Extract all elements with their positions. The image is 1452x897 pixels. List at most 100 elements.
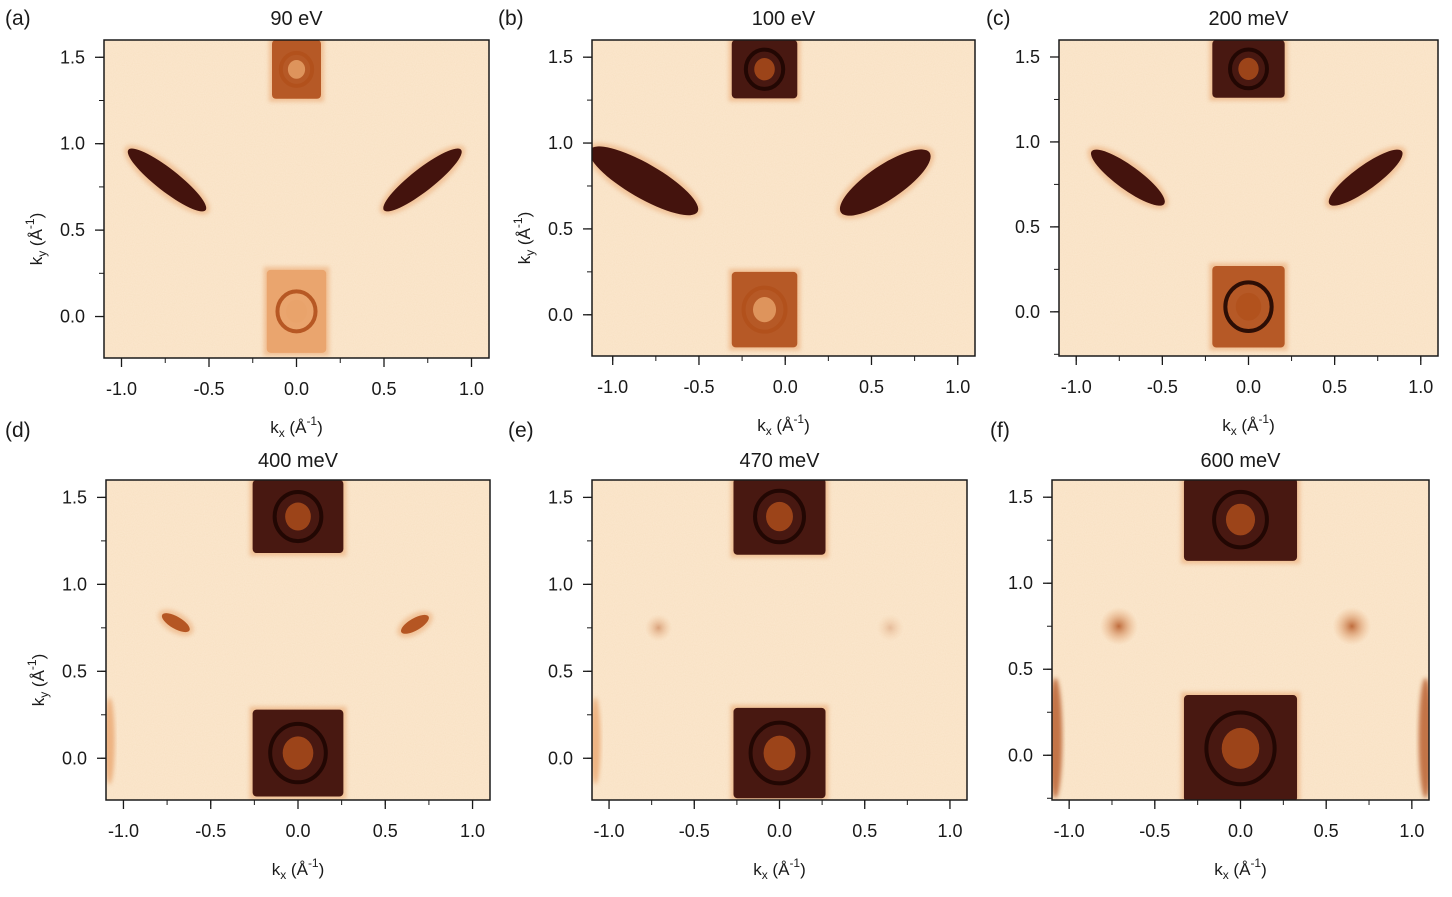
- x-tick-label: 0.5: [859, 377, 884, 397]
- x-tick-label: -0.5: [193, 379, 224, 399]
- intensity-ring: [1212, 489, 1269, 550]
- panel-b: -1.0 -0.5 0.0 0.5 1.0 0.0 0.5 1.0 1.5 (b) 100 eV kx…: [498, 7, 976, 438]
- intensity-core: [766, 501, 793, 532]
- panel-c: -1.0 -0.5 0.0 0.5 1.0 0.0 0.5 1.0 1.5(c) 200 meV k…: [986, 7, 1439, 438]
- y-tick-label: 1.5: [1008, 487, 1033, 507]
- x-tick-label: 1.0: [945, 377, 970, 397]
- y-tick-label: 0.5: [60, 220, 85, 240]
- intensity-core: [1238, 57, 1259, 80]
- x-tick-label: 0.0: [284, 379, 309, 399]
- intensity-ring: [741, 285, 788, 334]
- intensity-core: [285, 502, 311, 531]
- x-tick-label: 1.0: [1408, 377, 1433, 397]
- x-tick-label: 0.5: [1314, 821, 1339, 841]
- y-tick-label: 1.0: [62, 574, 87, 594]
- y-tick-label: 0.5: [548, 661, 573, 681]
- x-tick-label: -0.5: [1139, 821, 1170, 841]
- intensity-streak: [592, 146, 699, 216]
- x-tick-label: 0.5: [1322, 377, 1347, 397]
- intensity-streak: [839, 149, 931, 216]
- intensity-core: [282, 736, 314, 770]
- x-tick-label: -0.5: [679, 821, 710, 841]
- y-tick-label: 0.0: [548, 305, 573, 325]
- y-tick-label: 1.5: [60, 47, 85, 67]
- intensity-ring: [743, 47, 786, 91]
- x-tick-label: 0.0: [773, 377, 798, 397]
- intensity-core: [1221, 727, 1260, 769]
- intensity-edge: [1418, 677, 1429, 799]
- panel-title: 470 meV: [739, 450, 820, 472]
- intensity-spot: [876, 614, 904, 642]
- y-tick-label: 0.5: [548, 219, 573, 239]
- intensity-ring: [1204, 710, 1277, 787]
- x-axis-label: kx (Å-1): [1222, 412, 1275, 438]
- y-tick-label: 1.5: [548, 487, 573, 507]
- y-tick-label: 0.0: [60, 307, 85, 327]
- intensity-streak: [383, 148, 462, 212]
- x-tick-label: -1.0: [106, 379, 137, 399]
- intensity-ring: [748, 720, 811, 786]
- panel-letter: (c): [986, 7, 1011, 30]
- panel-title: 400 meV: [258, 450, 339, 472]
- intensity-ring: [272, 489, 324, 544]
- intensity-spot: [644, 614, 673, 642]
- panel-title: 600 meV: [1200, 450, 1281, 472]
- panel-f: -1.0 -0.5 0.0 0.5 1.0 0.0 0.5 1.0 1.5 (f) 600 meV k…: [990, 419, 1430, 882]
- y-axis-label: ky (Å-1): [25, 654, 51, 707]
- y-tick-label: 0.0: [1008, 745, 1033, 765]
- panel-letter: (b): [498, 7, 524, 30]
- intensity-core: [754, 57, 775, 81]
- x-tick-label: 0.5: [373, 821, 398, 841]
- panel-letter: (a): [5, 7, 31, 30]
- plot-frame: [591, 39, 976, 357]
- x-tick-label: 1.0: [459, 379, 484, 399]
- x-tick-label: -1.0: [594, 821, 625, 841]
- x-axis-label: kx (Å-1): [757, 412, 810, 438]
- panel-d: -1.0 -0.5 0.0 0.5 1.0 0.0 0.5 1.0 1.5 (d) 400 meV k…: [5, 419, 491, 882]
- y-tick-label: 0.0: [548, 748, 573, 768]
- x-tick-label: -0.5: [683, 377, 714, 397]
- x-tick-label: 0.0: [1236, 377, 1261, 397]
- y-tick-label: 1.5: [1015, 47, 1040, 67]
- x-axis-label: kx (Å-1): [753, 856, 806, 882]
- y-tick-label: 1.0: [548, 133, 573, 153]
- intensity-core: [1235, 292, 1262, 321]
- y-axis-label: ky (Å-1): [511, 212, 537, 265]
- intensity-streak: [127, 148, 207, 212]
- y-tick-label: 0.5: [62, 661, 87, 681]
- x-axis-label: kx (Å-1): [1214, 856, 1267, 882]
- y-tick-label: 1.0: [548, 574, 573, 594]
- intensity-edge: [106, 697, 115, 785]
- panel-letter: (e): [508, 419, 534, 442]
- intensity-ring: [278, 50, 315, 88]
- intensity-spot: [1099, 607, 1139, 646]
- intensity-streak: [1328, 149, 1403, 206]
- intensity-core: [763, 735, 796, 771]
- intensity-streak: [1091, 149, 1165, 206]
- x-tick-label: -1.0: [1061, 377, 1092, 397]
- intensity-ring: [268, 721, 328, 785]
- y-tick-label: 0.0: [62, 748, 87, 768]
- y-tick-label: 1.5: [62, 487, 87, 507]
- panel-title: 200 meV: [1208, 8, 1289, 30]
- y-tick-label: 1.5: [548, 47, 573, 67]
- panel-letter: (d): [5, 419, 31, 442]
- y-tick-label: 0.0: [1015, 302, 1040, 322]
- x-tick-label: 1.0: [1399, 821, 1424, 841]
- panel-a: -1.0 -0.5 0.0 0.5 1.0 0.0 0.5 1.0 1.5 (a) 90 eV kx …: [5, 7, 490, 440]
- x-tick-label: 0.5: [852, 821, 877, 841]
- y-tick-label: 1.0: [60, 134, 85, 154]
- intensity-core: [752, 297, 777, 323]
- intensity-edge: [592, 697, 601, 785]
- x-tick-label: -1.0: [1054, 821, 1085, 841]
- intensity-ring: [1223, 280, 1274, 334]
- intensity-streak: [401, 614, 429, 634]
- intensity-ring: [753, 488, 806, 545]
- x-tick-label: -1.0: [597, 377, 628, 397]
- x-tick-label: -1.0: [108, 821, 139, 841]
- panel-title: 90 eV: [270, 8, 323, 30]
- x-tick-label: 1.0: [460, 821, 485, 841]
- intensity-core: [286, 299, 307, 323]
